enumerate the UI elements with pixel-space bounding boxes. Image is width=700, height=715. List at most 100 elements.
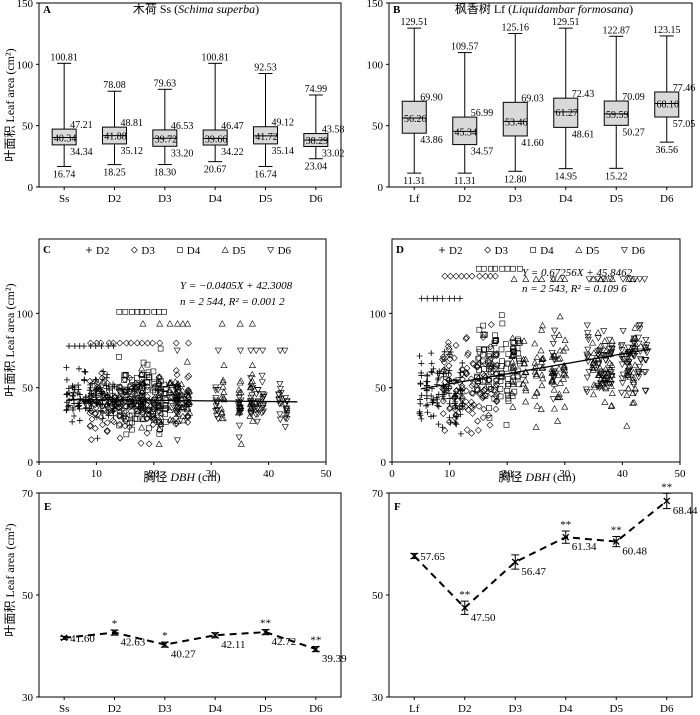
panel-c-point-d2 xyxy=(98,343,105,350)
panel-d-point-d3 xyxy=(468,382,476,390)
panel-c-point-d2 xyxy=(92,343,99,350)
panel-c-point-d5 xyxy=(137,392,145,399)
panel-c-point-d4 xyxy=(133,416,140,422)
panel-c-point-d6 xyxy=(258,379,266,386)
panel-c-point-d2 xyxy=(80,397,87,404)
panel-d-point-d3 xyxy=(447,272,454,280)
panel-c-point-d3 xyxy=(87,390,95,397)
panel-c-point-d5 xyxy=(171,378,179,385)
panel-c-point-d6 xyxy=(212,387,220,394)
panel-b-xtick-label-1: D2 xyxy=(458,193,471,205)
panel-a-q3-label: 46.53 xyxy=(171,121,194,132)
panel-d-point-d5 xyxy=(508,358,516,365)
panel-d-point-d2 xyxy=(447,419,454,426)
panel-c-point-d4 xyxy=(129,426,135,433)
panel-c-point-d2 xyxy=(64,403,71,410)
panel-b-box xyxy=(452,116,478,146)
panel-c-xtick-label-3: 30 xyxy=(206,468,218,480)
panel-c-point-d5 xyxy=(166,386,174,393)
panel-c-point-d6 xyxy=(235,434,243,441)
panel-c-point-d3 xyxy=(133,339,141,347)
panel-c-point-d3 xyxy=(109,400,116,408)
panel-f-value-label-0: 57.65 xyxy=(420,551,445,563)
panel-c-point-d6 xyxy=(252,411,260,419)
panel-c-point-d6 xyxy=(259,405,267,412)
panel-e-sig-label-4: ** xyxy=(260,618,271,630)
panel-d-point-d6 xyxy=(600,352,608,359)
panel-d-point-d6 xyxy=(549,276,557,283)
panel-c-point-d6 xyxy=(247,347,255,355)
panel-d-point-d4 xyxy=(493,337,500,343)
panel-d-point-d3 xyxy=(487,385,495,393)
panel-c-point-d6 xyxy=(214,347,222,355)
panel-b-letter: B xyxy=(393,4,401,16)
panel-d-point-d5 xyxy=(601,398,609,405)
panel-d-point-d5 xyxy=(550,405,559,412)
panel-d-point-d4 xyxy=(482,331,488,338)
panel-d-point-d5 xyxy=(538,381,546,389)
panel-c-legend-label-d5: D5 xyxy=(232,245,246,257)
panel-d-point-d5 xyxy=(531,368,539,375)
panel-d-point-d6 xyxy=(624,368,632,375)
panel-d-point-d5 xyxy=(556,312,564,320)
panel-d-point-d3 xyxy=(439,355,446,363)
panel-d-xtick-label-5: 50 xyxy=(675,468,687,480)
panel-d-point-d4 xyxy=(492,332,498,339)
panel-c-point-d2 xyxy=(97,407,104,414)
panel-c-point-d3 xyxy=(172,414,180,422)
panel-d-point-d2 xyxy=(434,399,441,406)
panel-a-letter: A xyxy=(43,4,51,16)
panel-c-xtick-label-0: 0 xyxy=(36,468,42,480)
panel-b-max-label: 129.51 xyxy=(552,17,580,28)
panel-d-point-d6 xyxy=(549,373,557,380)
panel-d-point-d3 xyxy=(458,396,466,403)
panel-d-point-d4 xyxy=(510,379,516,385)
panel-e-marker xyxy=(111,629,118,637)
panel-c-point-d2 xyxy=(82,369,89,376)
panel-c-point-d6 xyxy=(252,347,260,355)
panel-d-point-d6 xyxy=(605,336,614,344)
panel-d-point-d6 xyxy=(584,330,592,337)
panel-c-point-d4 xyxy=(134,309,141,315)
panel-b-q1-label: 43.86 xyxy=(420,135,443,146)
panel-c-point-d5 xyxy=(220,395,228,403)
panel-c-point-d2 xyxy=(69,393,76,400)
panel-e-frame xyxy=(38,492,342,698)
panel-d-point-d6 xyxy=(618,361,626,368)
panel-c-point-d2 xyxy=(103,374,110,381)
panel-d-point-d5 xyxy=(608,401,616,409)
panel-d-point-d5 xyxy=(630,398,638,406)
panel-a-min-label: 23.04 xyxy=(305,162,328,173)
panel-c-point-d5 xyxy=(155,377,163,384)
panel-d-point-d4 xyxy=(499,265,506,272)
panel-d-point-d4 xyxy=(480,332,487,338)
panel-c-point-d5 xyxy=(155,384,163,392)
panel-b-title-end: ) xyxy=(629,2,633,16)
panel-b-min-label: 36.56 xyxy=(656,145,679,156)
panel-d-point-d2 xyxy=(418,415,425,422)
panel-c-point-d6 xyxy=(276,416,284,424)
panel-c-point-d6 xyxy=(174,405,182,412)
panel-c-point-d5 xyxy=(237,377,245,384)
panel-c-point-d5 xyxy=(219,376,227,384)
panel-d-equation-line1: Y = 0.67256X + 45.8462 xyxy=(522,267,633,279)
panel-d-point-d3 xyxy=(446,351,454,359)
panel-d-point-d4 xyxy=(486,366,493,372)
panel-c-point-d4 xyxy=(151,309,158,315)
panel-d-point-d4 xyxy=(493,352,499,358)
panel-b-q1-label: 41.60 xyxy=(521,138,544,149)
panel-b-xtick-label-4: D5 xyxy=(610,193,624,205)
panel-d-point-d6 xyxy=(619,328,627,335)
panel-d-point-d6 xyxy=(635,370,643,378)
panel-c-ytick-label-1: 50 xyxy=(22,383,34,395)
panel-a-xtick-label-5: D6 xyxy=(309,193,323,205)
panel-c-point-d3 xyxy=(185,339,192,347)
panel-d-point-d5 xyxy=(509,372,517,379)
panel-a-q1-label: 35.14 xyxy=(272,146,295,157)
panel-d-point-d2 xyxy=(439,424,446,431)
panel-d-point-d2 xyxy=(441,348,448,355)
panel-d-point-d6 xyxy=(607,351,615,358)
panel-d-point-d4 xyxy=(492,337,499,344)
panel-a-median-label: 41.72 xyxy=(255,132,278,143)
panel-c-point-d5 xyxy=(184,391,192,399)
